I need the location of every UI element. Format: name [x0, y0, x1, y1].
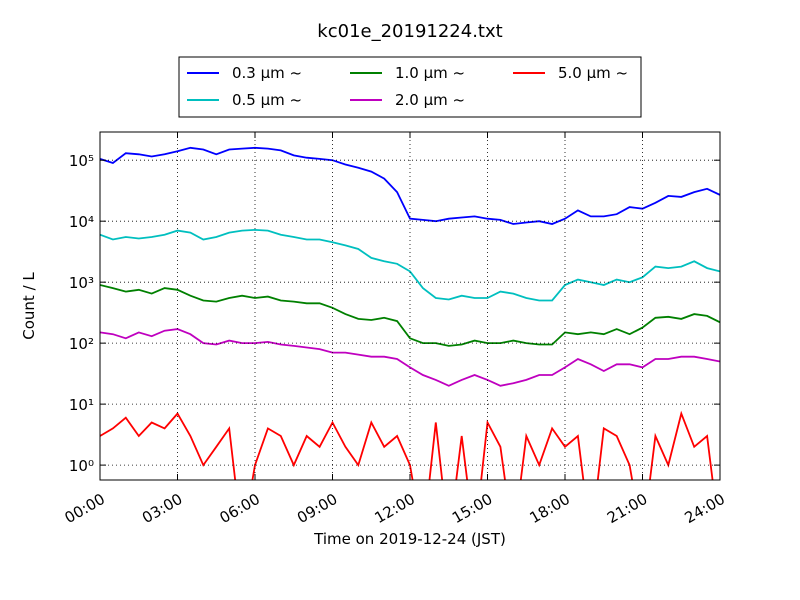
legend-label: 1.0 μm ~ — [395, 64, 465, 82]
legend-label: 5.0 μm ~ — [558, 64, 628, 82]
y-tick-label: 10⁵ — [69, 152, 94, 170]
legend-label: 2.0 μm ~ — [395, 91, 465, 109]
legend-label: 0.3 μm ~ — [232, 64, 302, 82]
legend-box — [178, 56, 642, 118]
series-line — [100, 328, 720, 387]
y-tick-label: 10² — [69, 335, 94, 353]
series-line — [100, 284, 720, 347]
y-tick-label: 10⁰ — [69, 457, 94, 475]
series-line — [100, 146, 720, 225]
y-axis-label: Count / L — [20, 272, 38, 340]
legend-label: 0.5 μm ~ — [232, 91, 302, 109]
y-tick-label: 10³ — [69, 274, 94, 292]
series-line — [100, 410, 714, 480]
y-tick-label: 10⁴ — [69, 213, 94, 231]
series-line — [100, 228, 720, 302]
x-axis-label: Time on 2019-12-24 (JST) — [313, 530, 506, 548]
chart-title: kc01e_20191224.txt — [317, 21, 502, 42]
plot-area — [100, 146, 720, 480]
y-tick-label: 10¹ — [69, 396, 94, 414]
